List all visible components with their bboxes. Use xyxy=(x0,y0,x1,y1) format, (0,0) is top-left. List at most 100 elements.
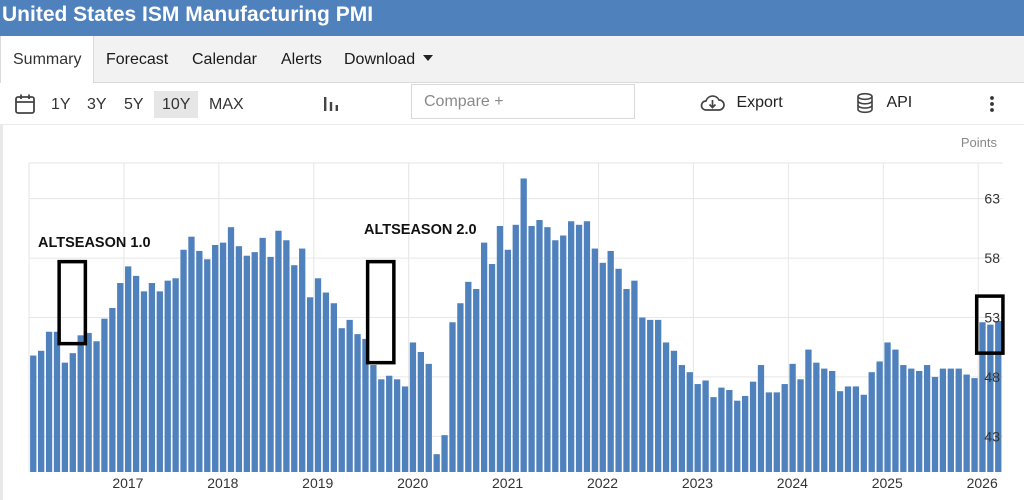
range-max-button[interactable]: MAX xyxy=(209,96,244,113)
x-tick-label: 2026 xyxy=(967,475,998,491)
data-bar xyxy=(702,380,709,472)
tab-summary[interactable]: Summary xyxy=(0,36,95,83)
tab-calendar[interactable]: Calendar xyxy=(192,51,257,68)
data-bar xyxy=(805,349,812,472)
y-axis-unit-label: Points xyxy=(961,135,998,150)
data-bar xyxy=(457,303,464,472)
data-bar xyxy=(979,322,986,472)
data-bar xyxy=(678,365,686,472)
annotation-label: ALTSEASON 2.0 xyxy=(364,222,477,238)
annotation-box xyxy=(57,259,88,346)
data-bar xyxy=(172,278,179,472)
data-bar xyxy=(425,363,432,472)
data-bar xyxy=(536,220,543,472)
data-bar xyxy=(480,242,488,472)
data-bar xyxy=(560,235,567,472)
data-bar xyxy=(552,240,559,472)
chart-bars xyxy=(30,178,1002,472)
data-bar xyxy=(884,342,891,472)
range-10y-button[interactable]: 10Y xyxy=(154,91,199,118)
data-bar xyxy=(947,368,954,472)
data-bar xyxy=(694,384,701,472)
panel-divider xyxy=(0,125,3,500)
data-bar xyxy=(639,317,646,472)
bar-chart-icon[interactable] xyxy=(322,93,340,118)
tab-download-label: Download xyxy=(344,51,416,68)
data-bar xyxy=(662,342,670,472)
data-bar xyxy=(789,363,796,472)
data-bar xyxy=(132,275,140,472)
x-tick-label: 2019 xyxy=(302,475,333,491)
data-bar xyxy=(520,178,527,472)
data-bar xyxy=(963,374,970,472)
tab-forecast[interactable]: Forecast xyxy=(106,51,169,68)
compare-input[interactable] xyxy=(422,85,626,118)
data-bar xyxy=(283,240,290,472)
range-5y-button[interactable]: 5Y xyxy=(124,96,144,113)
data-bar xyxy=(433,454,440,472)
data-bar xyxy=(939,368,947,472)
data-bar xyxy=(544,227,551,472)
calendar-icon[interactable] xyxy=(14,93,36,120)
annotation-box xyxy=(974,294,1005,355)
data-bar xyxy=(852,386,860,472)
x-tick-label: 2017 xyxy=(112,475,143,491)
data-bar xyxy=(164,280,171,472)
data-bar xyxy=(575,224,583,472)
data-bar xyxy=(765,392,773,472)
data-bar xyxy=(61,362,69,472)
data-bar xyxy=(53,331,61,472)
data-bar xyxy=(797,379,804,472)
pmi-bar-chart: ALTSEASON 1.0 ALTSEASON 2.0 43 48 53 58 63 201… xyxy=(28,135,1005,491)
x-tick-label: 2018 xyxy=(207,475,238,491)
data-bar xyxy=(607,250,614,472)
tab-alerts[interactable]: Alerts xyxy=(281,51,322,68)
data-bar xyxy=(156,291,163,472)
api-label: API xyxy=(886,94,913,112)
data-bar xyxy=(971,378,978,472)
data-bar xyxy=(488,264,496,472)
data-bar xyxy=(465,281,472,472)
data-bar xyxy=(615,268,622,472)
data-bar xyxy=(117,283,124,472)
data-bar xyxy=(813,362,820,472)
data-bar xyxy=(987,324,994,472)
data-bar xyxy=(749,381,757,472)
range-3y-button[interactable]: 3Y xyxy=(87,96,107,113)
page-header: United States ISM Manufacturing PMI xyxy=(0,0,1024,36)
data-bar xyxy=(916,370,923,472)
data-bar xyxy=(393,379,401,472)
data-bar xyxy=(726,389,733,472)
data-bar xyxy=(45,331,53,472)
data-bar xyxy=(773,392,780,472)
data-bar xyxy=(654,319,662,472)
export-button[interactable]: Export xyxy=(699,92,783,114)
data-bar xyxy=(386,375,393,472)
data-bar xyxy=(346,319,353,472)
chart-annotations: ALTSEASON 1.0 ALTSEASON 2.0 xyxy=(38,222,1005,365)
x-tick-label: 2023 xyxy=(682,475,713,491)
data-bar xyxy=(378,379,385,472)
y-tick-label: 48 xyxy=(984,369,1000,385)
data-bar xyxy=(101,318,108,472)
data-bar xyxy=(900,365,907,472)
y-tick-label: 63 xyxy=(984,191,1000,207)
data-bar xyxy=(109,307,116,472)
data-bar xyxy=(496,225,504,472)
tab-bar: Summary Forecast Calendar Alerts Downloa… xyxy=(0,36,1024,83)
data-bar xyxy=(821,368,828,472)
api-button[interactable]: API xyxy=(856,92,912,114)
data-bar xyxy=(710,397,717,472)
data-bar xyxy=(30,355,37,472)
data-bar xyxy=(243,255,250,472)
tab-download[interactable]: Download xyxy=(344,36,434,83)
cloud-download-icon xyxy=(700,95,725,111)
data-bar xyxy=(836,391,844,472)
data-bar xyxy=(670,350,678,472)
data-bar xyxy=(219,242,227,472)
data-bar xyxy=(140,291,148,472)
data-bar xyxy=(259,237,266,472)
more-vertical-icon[interactable] xyxy=(988,95,996,118)
range-1y-button[interactable]: 1Y xyxy=(51,96,71,113)
compare-search xyxy=(411,84,635,119)
